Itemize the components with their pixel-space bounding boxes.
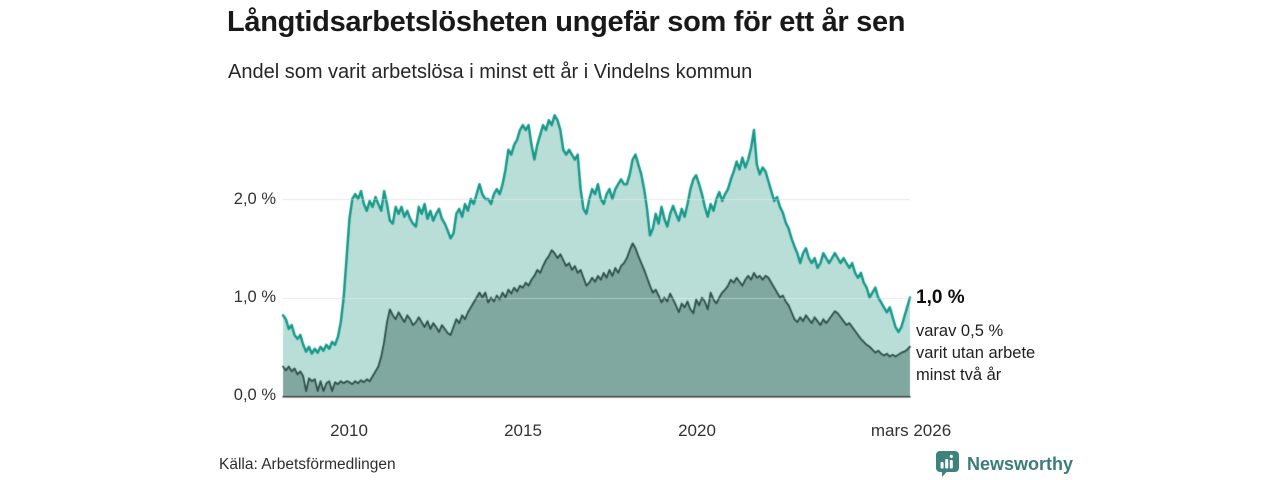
end-note-line-1: varav 0,5 % — [916, 322, 1004, 340]
chart-subtitle: Andel som varit arbetslösa i minst ett å… — [228, 61, 753, 83]
x-axis-tick-2010: 2010 — [330, 421, 368, 440]
end-note-line-2: varit utan arbete — [916, 344, 1036, 362]
x-axis-tick-mars-2026: mars 2026 — [870, 421, 952, 440]
source-label: Källa: Arbetsförmedlingen — [219, 456, 396, 473]
page-title: Långtidsarbetslösheten ungefär som för e… — [227, 6, 906, 38]
x-axis-tick-2020: 2020 — [678, 421, 716, 440]
end-value-label: 1,0 % — [916, 287, 965, 308]
newsworthy-wordmark: Newsworthy — [967, 453, 1074, 474]
bar-chart-bubble-icon — [936, 451, 959, 477]
y-axis-tick-2: 2,0 % — [233, 190, 276, 208]
y-axis-tick-0: 0,0 % — [233, 386, 276, 404]
y-axis-tick-1: 1,0 % — [233, 288, 276, 306]
x-axis-tick-2015: 2015 — [504, 421, 542, 440]
end-note-line-3: minst två år — [916, 366, 1002, 384]
end-note: varav 0,5 % varit utan arbete minst två … — [916, 320, 1076, 386]
newsworthy-logo: Newsworthy — [935, 450, 1073, 478]
